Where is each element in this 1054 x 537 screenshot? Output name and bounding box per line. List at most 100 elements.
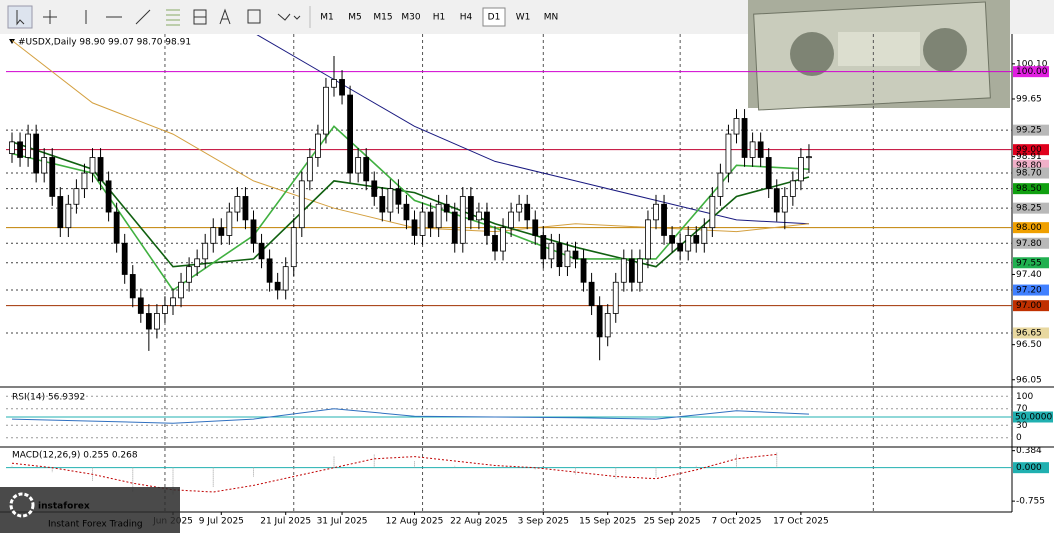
price-label: 98.70	[1016, 169, 1042, 179]
candle-body	[355, 157, 362, 174]
time-label: 31 Jul 2025	[317, 517, 368, 527]
timeframe-button[interactable]: M5	[348, 13, 362, 23]
candle-body	[298, 180, 305, 229]
time-label: 3 Sep 2025	[518, 517, 569, 527]
candle-body	[323, 86, 329, 135]
price-label-box	[1013, 183, 1049, 195]
time-label: 22 Aug 2025	[450, 517, 508, 527]
candle-body	[226, 211, 233, 236]
timeframe-button[interactable]: H1	[433, 13, 446, 23]
watermark-tagline: Instant Forex Trading	[48, 520, 143, 530]
candle-body	[170, 297, 176, 307]
price-label-box	[1013, 237, 1049, 249]
candle-body	[97, 157, 104, 182]
price-label: 98.25	[1016, 204, 1042, 214]
price-label: 97.40	[1016, 270, 1042, 280]
time-label: 17 Oct 2025	[773, 517, 829, 527]
candle-body	[524, 203, 531, 221]
candle-body	[781, 196, 788, 213]
timeframe-button[interactable]: M30	[401, 13, 420, 23]
time-label: 15 Sep 2025	[579, 517, 636, 527]
candle-body	[33, 133, 40, 174]
timeframe-button[interactable]: W1	[516, 13, 531, 23]
rsi-tick-label: 30	[1016, 421, 1028, 431]
candle-body	[371, 180, 378, 197]
candle-body	[282, 266, 289, 291]
candle-body	[218, 227, 225, 236]
timeframe-button[interactable]: D1	[488, 13, 501, 23]
timeframe-button[interactable]: MN	[544, 13, 559, 23]
candle-body	[331, 79, 337, 88]
label-icon[interactable]	[247, 9, 261, 24]
candle-body	[669, 235, 675, 244]
price-label: 97.80	[1016, 239, 1042, 249]
rsi-tick-label: 100	[1016, 392, 1033, 402]
text-icon[interactable]	[219, 8, 231, 25]
candle-body	[540, 235, 547, 260]
candle-body	[387, 188, 394, 213]
candle-body	[645, 219, 651, 260]
candle-body	[274, 281, 281, 291]
candle-body	[49, 157, 56, 197]
candle-body	[162, 305, 168, 314]
price-label: 98.91	[1016, 152, 1042, 162]
candle-body	[41, 157, 48, 174]
moving-average	[256, 35, 810, 225]
timeframe-active[interactable]	[482, 7, 506, 27]
rsi-tick-label: 70	[1016, 404, 1028, 414]
timeframe-button[interactable]: H4	[460, 13, 473, 23]
crosshair-icon[interactable]	[43, 10, 57, 24]
candle-body	[588, 281, 595, 307]
candle-body	[419, 211, 426, 236]
trendline-icon[interactable]	[135, 9, 151, 25]
header-arrow	[9, 39, 15, 44]
candle-body	[266, 258, 273, 283]
candle-body	[564, 250, 571, 268]
candle-body	[395, 188, 402, 205]
price-label-box	[1013, 167, 1049, 179]
fibo-icon[interactable]	[193, 9, 207, 25]
arrows-icon[interactable]	[277, 13, 301, 21]
candle-body	[105, 180, 112, 213]
candle-body	[806, 156, 812, 159]
candle-body	[314, 133, 321, 158]
macd-label: MACD(12,26,9) 0.255 0.268	[12, 451, 138, 461]
note-seal	[790, 32, 834, 76]
candle-body	[194, 258, 201, 268]
candle-body	[121, 242, 128, 275]
price-label-box	[1013, 327, 1049, 339]
candle-body	[628, 258, 635, 283]
timeframe-button[interactable]: M15	[373, 13, 392, 23]
candle-body	[202, 242, 209, 260]
timeframe-button[interactable]: M1	[320, 13, 334, 23]
candle-body	[242, 196, 249, 221]
candle-body	[612, 281, 619, 314]
candle-body	[516, 203, 523, 213]
candle-body	[17, 141, 23, 158]
candle-body	[596, 305, 603, 338]
candle-body	[186, 266, 193, 283]
price-label-box	[1013, 144, 1049, 156]
note-center	[838, 32, 920, 66]
candle-body	[81, 172, 88, 190]
cursor-button[interactable]	[7, 5, 33, 29]
candle-body	[65, 203, 72, 229]
candle-body	[572, 250, 579, 260]
candle-body	[789, 180, 796, 197]
candle-body	[210, 227, 217, 244]
candle-body	[137, 297, 144, 314]
candle-body	[685, 235, 692, 252]
channel-icon[interactable]	[166, 9, 180, 26]
candle-body	[693, 235, 700, 244]
candle-body	[749, 141, 756, 158]
chart-header: #USDX,Daily 98.90 99.07 98.70 98.91	[18, 38, 191, 48]
candle-body	[403, 203, 410, 221]
candle-body	[757, 141, 764, 158]
chart-area	[0, 34, 1054, 533]
candle-body	[427, 211, 434, 229]
price-label: 96.05	[1016, 375, 1042, 385]
candle-body	[411, 219, 418, 236]
watermark-bg	[0, 487, 180, 533]
watermark-brand: instaforex	[38, 502, 90, 512]
rsi-tick-label: 0	[1016, 433, 1022, 443]
